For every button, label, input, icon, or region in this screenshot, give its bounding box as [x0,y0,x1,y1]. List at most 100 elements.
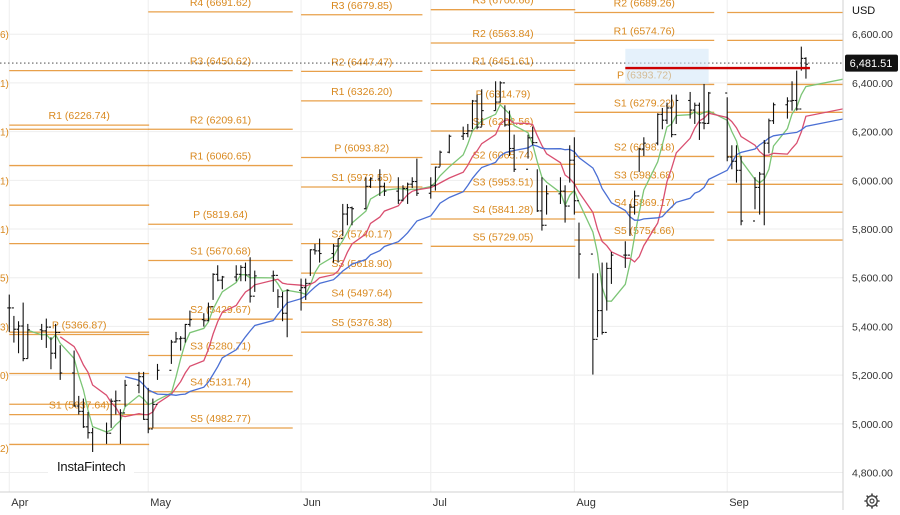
last-price-tag-box [845,54,898,72]
price-bar [141,371,146,420]
left-edge-label: 0) [0,371,9,382]
pivot-label-s4: S4 (5841.28) [473,204,534,216]
price-bar [637,147,642,197]
price-bar [512,134,517,172]
price-bar [502,82,507,127]
highlight-box-rect [625,48,709,85]
price-bar [53,323,58,359]
gear-icon[interactable] [864,493,880,509]
price-bar [58,331,63,380]
price-bar [39,323,44,340]
pivot-label-r2: R2 (6563.84) [472,28,533,40]
pivot-label-r2: R2 (6447.47) [331,56,392,68]
pivot-label-s3: S3 (5983.68) [614,169,675,181]
price-bar [414,158,419,196]
price-bar [660,107,665,130]
pivot-label-r2: R2 (6689.26) [614,0,675,9]
price-tick-label: 6,200.00 [852,127,893,139]
price-bar [697,102,702,140]
price-tick-label: 6,000.00 [852,175,893,187]
last-price-tag: 6,481.51 [845,54,898,72]
price-bar [405,182,410,204]
price-bar [400,185,405,202]
price-bar [655,113,660,146]
time-axis[interactable]: Apr May Jun Jul Aug Sep [11,497,749,509]
price-bar [766,118,771,154]
left-edge-labels: 6) 1) 1) 1) 1) 5) 3) 0) 2) [0,30,9,455]
price-bar [280,291,285,322]
price-bar [275,274,280,308]
price-bar [530,126,535,146]
price-bar [535,142,540,212]
price-bar [771,102,776,124]
price-bar [76,395,81,415]
price-bar [641,137,646,156]
brand-logo: InstaFintech [57,459,125,474]
pivot-levels: R1 (6226.74)P (5366.87)S1 (5037.64)R4 (6… [9,0,843,446]
price-bar [113,390,118,415]
price-bars [7,46,808,463]
pivot-label-s5: S5 (4982.77) [190,413,251,425]
pivot-label-r1: R1 (6226.74) [49,110,110,122]
price-bar [44,318,49,348]
pivot-label-r1: R1 (6326.20) [331,86,392,98]
price-bar [350,206,355,226]
price-bar [438,150,443,168]
time-tick-label: Jun [303,497,321,509]
price-bar [567,145,572,207]
price-bar [447,134,452,154]
price-bar [248,257,253,303]
price-bar [623,241,628,268]
pivot-label-p: P (6314.79) [476,89,531,101]
price-bar [702,83,707,130]
pivot-label-r1: R1 (6451.61) [472,55,533,67]
price-tick-label: 5,600.00 [852,273,893,285]
price-bar [729,145,734,170]
pivot-label-s5: S5 (5754.66) [614,225,675,237]
price-bar [72,350,77,407]
pivot-label-s1: S1 (5972.55) [331,172,392,184]
price-bar [155,363,160,405]
price-bar [285,289,290,338]
price-axis[interactable]: 4,800.00 5,000.00 5,200.00 5,400.00 5,600.00… [852,29,893,479]
price-tick-label: 5,000.00 [852,419,893,431]
pivot-label-s4: S4 (5869.17) [614,197,675,209]
brand-box: InstaFintech [48,452,134,480]
left-edge-label: 1) [0,79,9,90]
left-edge-label: 1) [0,128,9,139]
price-bar [146,387,151,434]
price-bar [433,166,438,191]
pivot-label-r3: R3 (6679.85) [331,0,392,12]
left-edge-label: 5) [0,274,9,285]
price-bar [363,177,368,210]
price-bar [271,270,276,292]
price-tick-label: 4,800.00 [852,468,893,480]
time-tick-label: Jul [433,497,447,509]
price-bar [7,294,12,332]
pivot-label-s2: S2 (6065.74) [473,149,534,161]
green-ma-line [27,78,843,433]
price-bar [410,177,415,188]
time-tick-label: May [150,497,171,509]
brand-background [48,452,134,480]
pivot-label-p: P (6093.82) [334,142,389,154]
price-tick-label: 6,600.00 [852,29,893,41]
price-bar [461,126,466,140]
price-bar [25,323,30,360]
pivot-label-p: P (5366.87) [52,319,107,331]
time-tick-label: Apr [11,497,28,509]
last-price-value: 6,481.51 [850,58,893,70]
left-edge-label: 6) [0,30,9,41]
pivot-label-r1: R1 (6060.65) [190,151,251,163]
price-bar [303,278,308,300]
price-bar [752,177,757,222]
price-bar [215,265,220,282]
price-bar [252,270,257,297]
price-bar [48,326,53,370]
price-bar [790,81,795,111]
price-tick-label: 6,400.00 [852,78,893,90]
price-bar [11,307,16,343]
price-bar [757,171,762,215]
